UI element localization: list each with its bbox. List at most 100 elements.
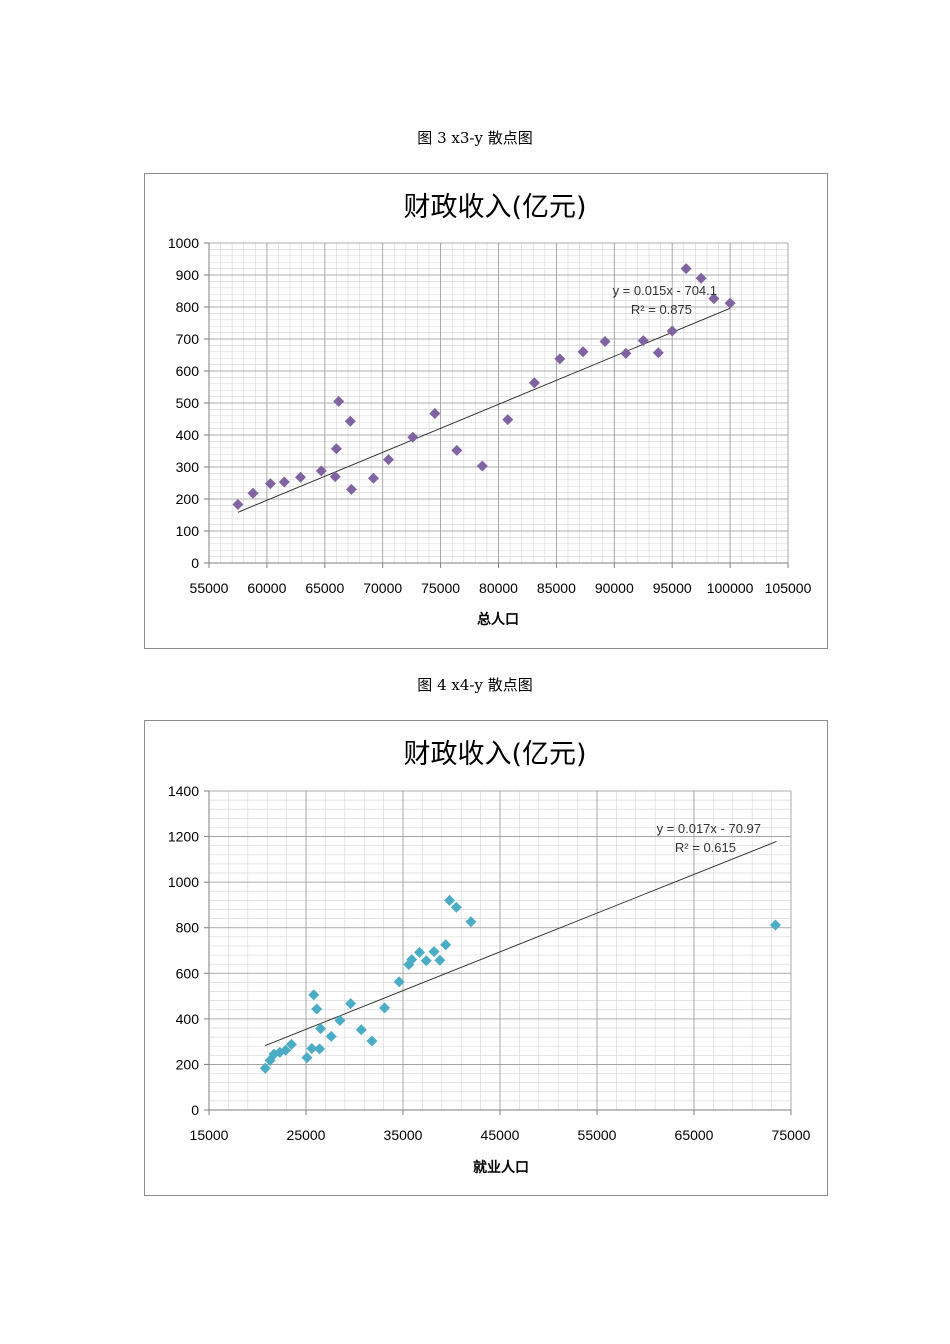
major-gridlines [208,242,789,564]
chart-title: 财政收入(亿元) [403,739,586,770]
x-tick-label: 105000 [765,580,812,596]
y-tick-label: 0 [191,1102,199,1118]
y-tick-label: 300 [176,459,200,475]
x-tick-label: 60000 [247,580,286,596]
y-tick-label: 1400 [168,783,199,799]
data-point [465,916,477,928]
data-point [329,471,341,483]
x-axis-label: 就业人口 [473,1159,529,1176]
data-point [620,347,632,359]
data-point [285,1038,297,1050]
x-tick-label: 80000 [479,580,518,596]
data-point [599,336,611,348]
data-point [264,478,276,490]
x-tick-label: 90000 [595,580,634,596]
x-tick-label: 15000 [190,1127,229,1143]
data-point [502,414,514,426]
data-point [577,346,589,358]
data-point [393,976,405,988]
data-point [652,347,664,359]
figure-3-caption: 图 3 x3-y 散点图 [417,129,533,147]
data-point [345,483,357,495]
trendline-equation: y = 0.017x - 70.97 [657,821,761,836]
data-point [434,954,446,966]
data-point [301,1052,313,1064]
data-point [769,919,781,931]
data-point [259,1062,271,1074]
trendline-equation: y = 0.015x - 704.1 [613,283,717,298]
figure-4-caption: 图 4 x4-y 散点图 [417,676,533,694]
x-tick-label: 75000 [772,1127,811,1143]
trendline [237,307,731,513]
y-tick-label: 200 [176,491,200,507]
chart-1-frame: 财政收入(亿元) 0 100 200 300 400 500 600 700 800 900 1000… [144,173,828,649]
data-point [232,498,244,510]
data-point [247,487,259,499]
y-tick-label: 100 [176,523,200,539]
y-tick-label: 500 [176,395,200,411]
y-tick-label: 1000 [168,235,199,251]
data-point [444,894,456,906]
data-point [366,1035,378,1047]
data-point [476,460,488,472]
data-point [315,1023,327,1035]
y-tick-label: 1200 [168,829,199,845]
x-tick-label: 65000 [305,580,344,596]
y-tick-label: 800 [176,299,200,315]
x-tick-label: 100000 [707,580,754,596]
y-tick-label: 600 [176,363,200,379]
x-tick-label: 75000 [421,580,460,596]
data-point [308,989,320,1001]
y-tick-label: 900 [176,267,200,283]
data-point [429,408,441,420]
data-point [637,335,649,347]
y-tick-label: 800 [176,920,200,936]
data-points [259,894,781,1074]
data-point [294,471,306,483]
data-point [311,1003,323,1015]
data-point [315,465,327,477]
data-point [314,1043,326,1055]
data-point [355,1024,367,1036]
x-tick-label: 85000 [537,580,576,596]
chart-title: 财政收入(亿元) [403,192,586,223]
data-point [379,1002,391,1014]
data-point [428,946,440,958]
y-tick-label: 400 [176,1011,200,1027]
trendline [265,841,777,1047]
x-tick-label: 25000 [287,1127,326,1143]
data-point [695,272,707,284]
data-point [406,954,418,966]
x-tick-label: 55000 [190,580,229,596]
data-point [344,415,356,427]
data-point [334,1014,346,1026]
data-point [554,353,566,365]
data-points [232,263,736,510]
data-point [413,946,425,958]
data-point [280,1044,292,1056]
chart-2-svg: 财政收入(亿元) 0 200 400 600 800 1000 1200 1400 15000 25… [168,739,811,1176]
trendline-r-squared: R² = 0.875 [631,302,692,317]
y-tick-label: 600 [176,965,200,981]
y-tick-label: 400 [176,427,200,443]
data-point [367,472,379,484]
y-tick-label: 1000 [168,874,199,890]
data-point [420,955,432,967]
data-point [724,297,736,309]
chart-1-svg: 财政收入(亿元) 0 100 200 300 400 500 600 700 800 900 1000… [168,192,812,628]
x-tick-label: 45000 [481,1127,520,1143]
y-tick-label: 700 [176,331,200,347]
data-point [708,293,720,305]
data-point [278,476,290,488]
data-point [450,901,462,913]
x-axis-label: 总人口 [477,611,519,628]
data-point [680,263,692,275]
data-point [666,325,678,337]
data-point [325,1030,337,1042]
x-tick-label: 95000 [653,580,692,596]
data-point [330,443,342,455]
x-tick-label: 55000 [578,1127,617,1143]
data-point [345,998,357,1010]
y-tick-label: 200 [176,1056,200,1072]
data-point [440,939,452,951]
